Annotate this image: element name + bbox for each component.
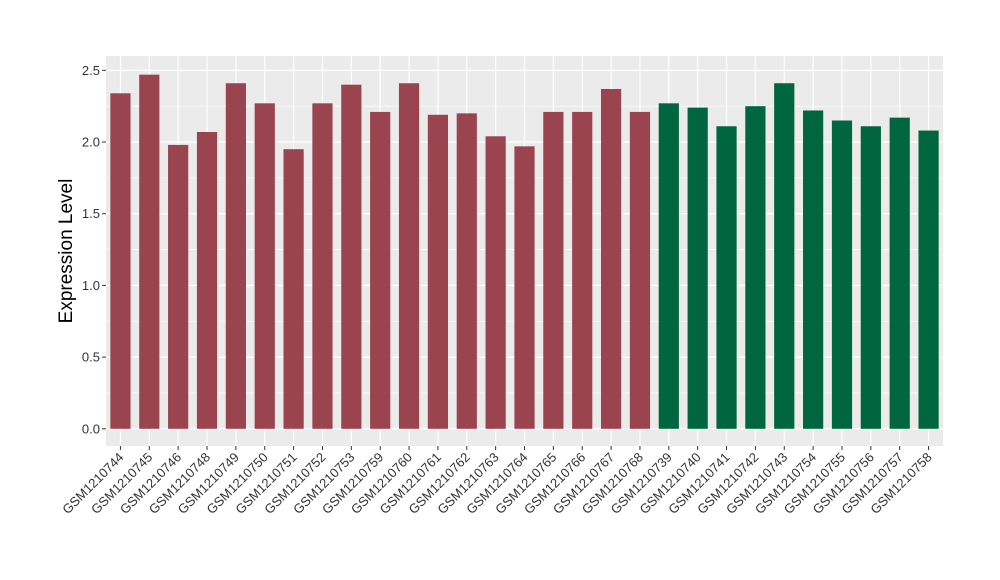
- bar-GSM1210761: [427, 114, 449, 429]
- bar-GSM1210755: [831, 120, 853, 429]
- bar-GSM1210752: [312, 103, 333, 429]
- y-tick-label: 0.5: [82, 350, 100, 365]
- bars: [110, 74, 939, 429]
- bar-GSM1210763: [485, 136, 506, 429]
- y-tick-label: 1.0: [82, 278, 100, 293]
- bar-GSM1210766: [572, 111, 593, 429]
- bar-GSM1210754: [803, 110, 824, 429]
- bar-GSM1210760: [398, 83, 420, 429]
- bar-GSM1210758: [918, 130, 939, 429]
- y-tick-label: 2.5: [82, 63, 100, 78]
- bar-GSM1210744: [110, 93, 131, 429]
- bar-GSM1210756: [860, 126, 881, 429]
- y-tick-label: 2.0: [82, 135, 100, 150]
- bar-GSM1210757: [889, 117, 910, 429]
- y-axis: 0.0 0.5 1.0 1.5 2.0 2.5: [82, 63, 106, 436]
- bar-GSM1210746: [168, 144, 189, 429]
- bar-GSM1210759: [370, 111, 391, 429]
- bar-GSM1210768: [629, 111, 651, 429]
- bar-GSM1210741: [716, 126, 737, 429]
- y-axis-title: Expression Level: [56, 179, 77, 324]
- bar-GSM1210743: [774, 83, 795, 429]
- bar-GSM1210762: [456, 113, 477, 429]
- bar-GSM1210764: [514, 146, 535, 429]
- bar-GSM1210753: [341, 84, 362, 429]
- bar-GSM1210751: [283, 149, 304, 429]
- bar-GSM1210750: [254, 103, 275, 429]
- bar-GSM1210749: [225, 83, 246, 429]
- y-tick-label: 1.5: [82, 206, 100, 221]
- bar-GSM1210767: [600, 88, 622, 429]
- bar-GSM1210740: [687, 107, 708, 429]
- bar-GSM1210742: [745, 106, 766, 429]
- x-axis: GSM1210744GSM1210745GSM1210746GSM1210748…: [59, 446, 935, 517]
- bar-GSM1210745: [139, 74, 160, 429]
- y-tick-label: 0.0: [82, 421, 100, 436]
- bar-GSM1210765: [543, 111, 564, 429]
- bar-GSM1210748: [196, 131, 218, 429]
- bar-GSM1210739: [658, 103, 679, 429]
